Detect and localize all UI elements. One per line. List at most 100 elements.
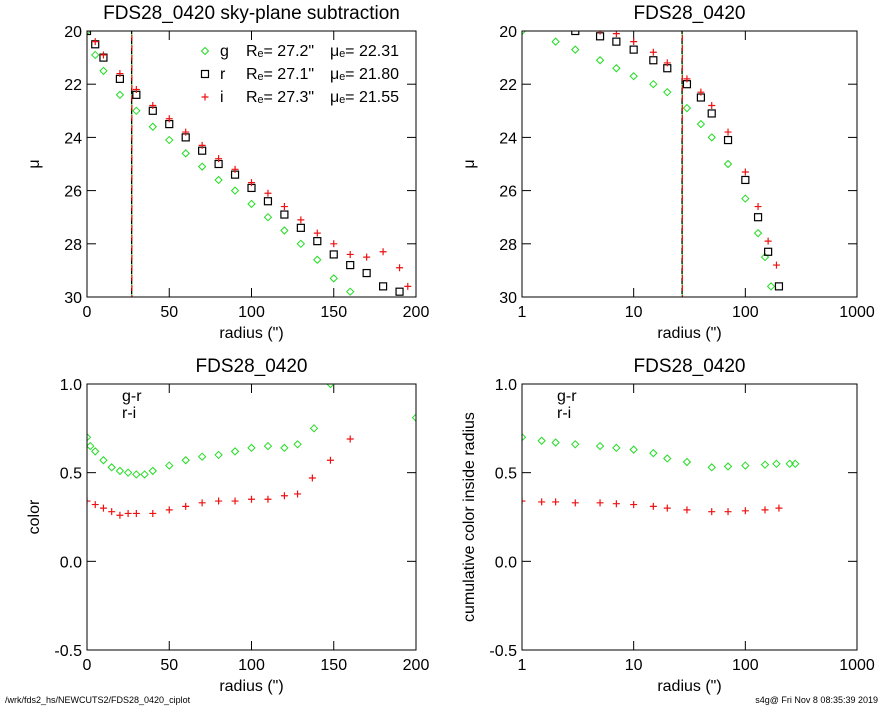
- point: [537, 436, 546, 445]
- point: [696, 119, 706, 129]
- point: [772, 261, 780, 269]
- point: [99, 504, 107, 512]
- point: [231, 165, 239, 173]
- point: [551, 438, 560, 447]
- point: [649, 448, 658, 458]
- y-tick-label: 1.0: [495, 377, 517, 394]
- point: [182, 502, 190, 510]
- point: [741, 168, 749, 176]
- x-tick-label: 200: [403, 304, 430, 321]
- point: [649, 79, 658, 89]
- y-tick-label: 24: [499, 130, 517, 147]
- point: [649, 48, 657, 56]
- point: [165, 115, 173, 123]
- point: [697, 88, 705, 96]
- plot-area: [87, 384, 416, 519]
- point: [91, 501, 99, 509]
- x-tick-label: 1000: [839, 657, 875, 674]
- point: [123, 468, 133, 477]
- point: [379, 248, 387, 256]
- y-tick-label: 0.0: [495, 554, 517, 571]
- footer-stamp: s4g@ Fri Nov 8 08:35:39 2019: [755, 695, 878, 705]
- point: [663, 59, 671, 67]
- point: [612, 37, 621, 46]
- chart-title: FDS28_0420: [196, 356, 308, 377]
- chart-title: FDS28_0420: [634, 3, 746, 24]
- point: [107, 463, 116, 472]
- point: [774, 282, 784, 291]
- point: [149, 101, 157, 109]
- point: [165, 506, 173, 514]
- point: [313, 237, 322, 246]
- point: [630, 501, 638, 509]
- legend-label: g-r: [557, 388, 577, 405]
- point: [214, 175, 223, 185]
- y-tick-label: 20: [64, 24, 82, 41]
- point: [115, 90, 125, 100]
- x-axis-label: radius ("): [219, 325, 283, 342]
- legend-re: Rₑ= 27.2": [246, 43, 314, 60]
- point: [612, 64, 621, 73]
- plot-frame: [86, 383, 417, 651]
- point: [215, 497, 223, 505]
- point: [538, 498, 546, 506]
- point: [596, 31, 604, 35]
- point: [363, 253, 371, 261]
- point: [760, 252, 770, 262]
- point: [294, 490, 302, 498]
- legend-label: r-i: [557, 405, 571, 422]
- point: [649, 502, 657, 510]
- chart-title: FDS28_0420: [634, 356, 746, 377]
- y-tick-label: 26: [499, 184, 517, 201]
- point: [149, 509, 157, 517]
- point: [198, 141, 206, 149]
- point: [116, 70, 124, 78]
- point: [346, 260, 355, 270]
- point: [263, 212, 273, 222]
- x-tick-label: 1: [518, 304, 527, 321]
- point: [124, 509, 132, 517]
- point: [197, 452, 207, 461]
- point: [682, 103, 692, 113]
- point: [411, 413, 416, 422]
- point: [663, 454, 672, 463]
- point: [215, 155, 223, 163]
- x-axis-label: radius ("): [657, 678, 721, 695]
- point: [87, 432, 92, 442]
- point: [329, 250, 338, 259]
- point: [297, 216, 305, 224]
- point: [91, 38, 99, 46]
- point: [329, 274, 338, 283]
- point: [148, 122, 158, 131]
- y-tick-label: 20: [499, 24, 517, 41]
- point: [182, 128, 190, 136]
- y-tick-label: 24: [64, 130, 82, 147]
- point: [791, 459, 800, 469]
- point: [345, 287, 355, 296]
- x-axis-label: radius ("): [657, 325, 721, 342]
- point: [612, 500, 620, 508]
- point: [753, 228, 763, 238]
- point: [247, 199, 256, 209]
- x-tick-label: 150: [320, 304, 347, 321]
- point: [754, 203, 762, 211]
- x-tick-label: 10: [625, 657, 643, 674]
- point: [346, 435, 354, 443]
- x-tick-label: 100: [732, 657, 759, 674]
- y-axis-label: μ: [461, 159, 478, 168]
- point: [708, 101, 716, 109]
- point: [99, 456, 108, 465]
- x-tick-label: 200: [403, 657, 430, 674]
- point: [595, 441, 605, 451]
- y-tick-label: 22: [64, 77, 82, 94]
- y-tick-label: -0.5: [54, 643, 82, 660]
- point: [280, 203, 288, 211]
- y-tick-label: 0.5: [60, 466, 82, 483]
- legend-label: r-i: [122, 405, 136, 422]
- point: [522, 497, 526, 505]
- point: [741, 194, 750, 203]
- point: [596, 499, 604, 507]
- point: [115, 466, 125, 476]
- point: [707, 133, 716, 142]
